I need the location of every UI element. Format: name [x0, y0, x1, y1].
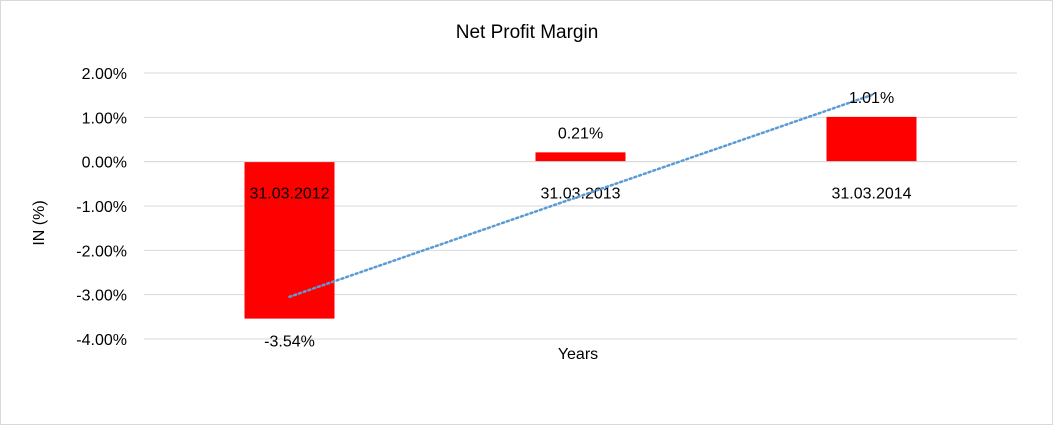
chart-title: Net Profit Margin: [456, 22, 599, 43]
data-label: -3.54%: [264, 334, 315, 351]
data-label: 0.21%: [558, 125, 603, 142]
category-label: 31.03.2014: [831, 186, 911, 203]
bar: [244, 161, 335, 319]
bars: [244, 116, 917, 319]
y-tick-label: -1.00%: [76, 199, 127, 216]
x-axis-title: Years: [558, 346, 598, 363]
bar: [826, 116, 917, 162]
y-tick-label: -2.00%: [76, 243, 127, 260]
category-label: 31.03.2013: [540, 186, 620, 203]
y-axis-title: IN (%): [31, 200, 48, 245]
trendline: [288, 93, 873, 299]
y-tick-label: 1.00%: [82, 110, 127, 127]
category-label: 31.03.2012: [249, 186, 329, 203]
trendline-path: [288, 93, 873, 299]
y-tick-label: 0.00%: [82, 155, 127, 172]
y-axis-ticks: 2.00% 1.00% 0.00% -1.00% -2.00% -3.00% -4.00%: [76, 66, 127, 349]
data-label: 1.01%: [849, 90, 894, 107]
bar: [535, 152, 626, 162]
y-tick-label: 2.00%: [82, 66, 127, 83]
y-tick-label: -4.00%: [76, 332, 127, 349]
data-labels: -3.54% 0.21% 1.01%: [264, 90, 894, 351]
category-labels: 31.03.2012 31.03.2013 31.03.2014: [249, 186, 911, 203]
y-tick-label: -3.00%: [76, 288, 127, 305]
